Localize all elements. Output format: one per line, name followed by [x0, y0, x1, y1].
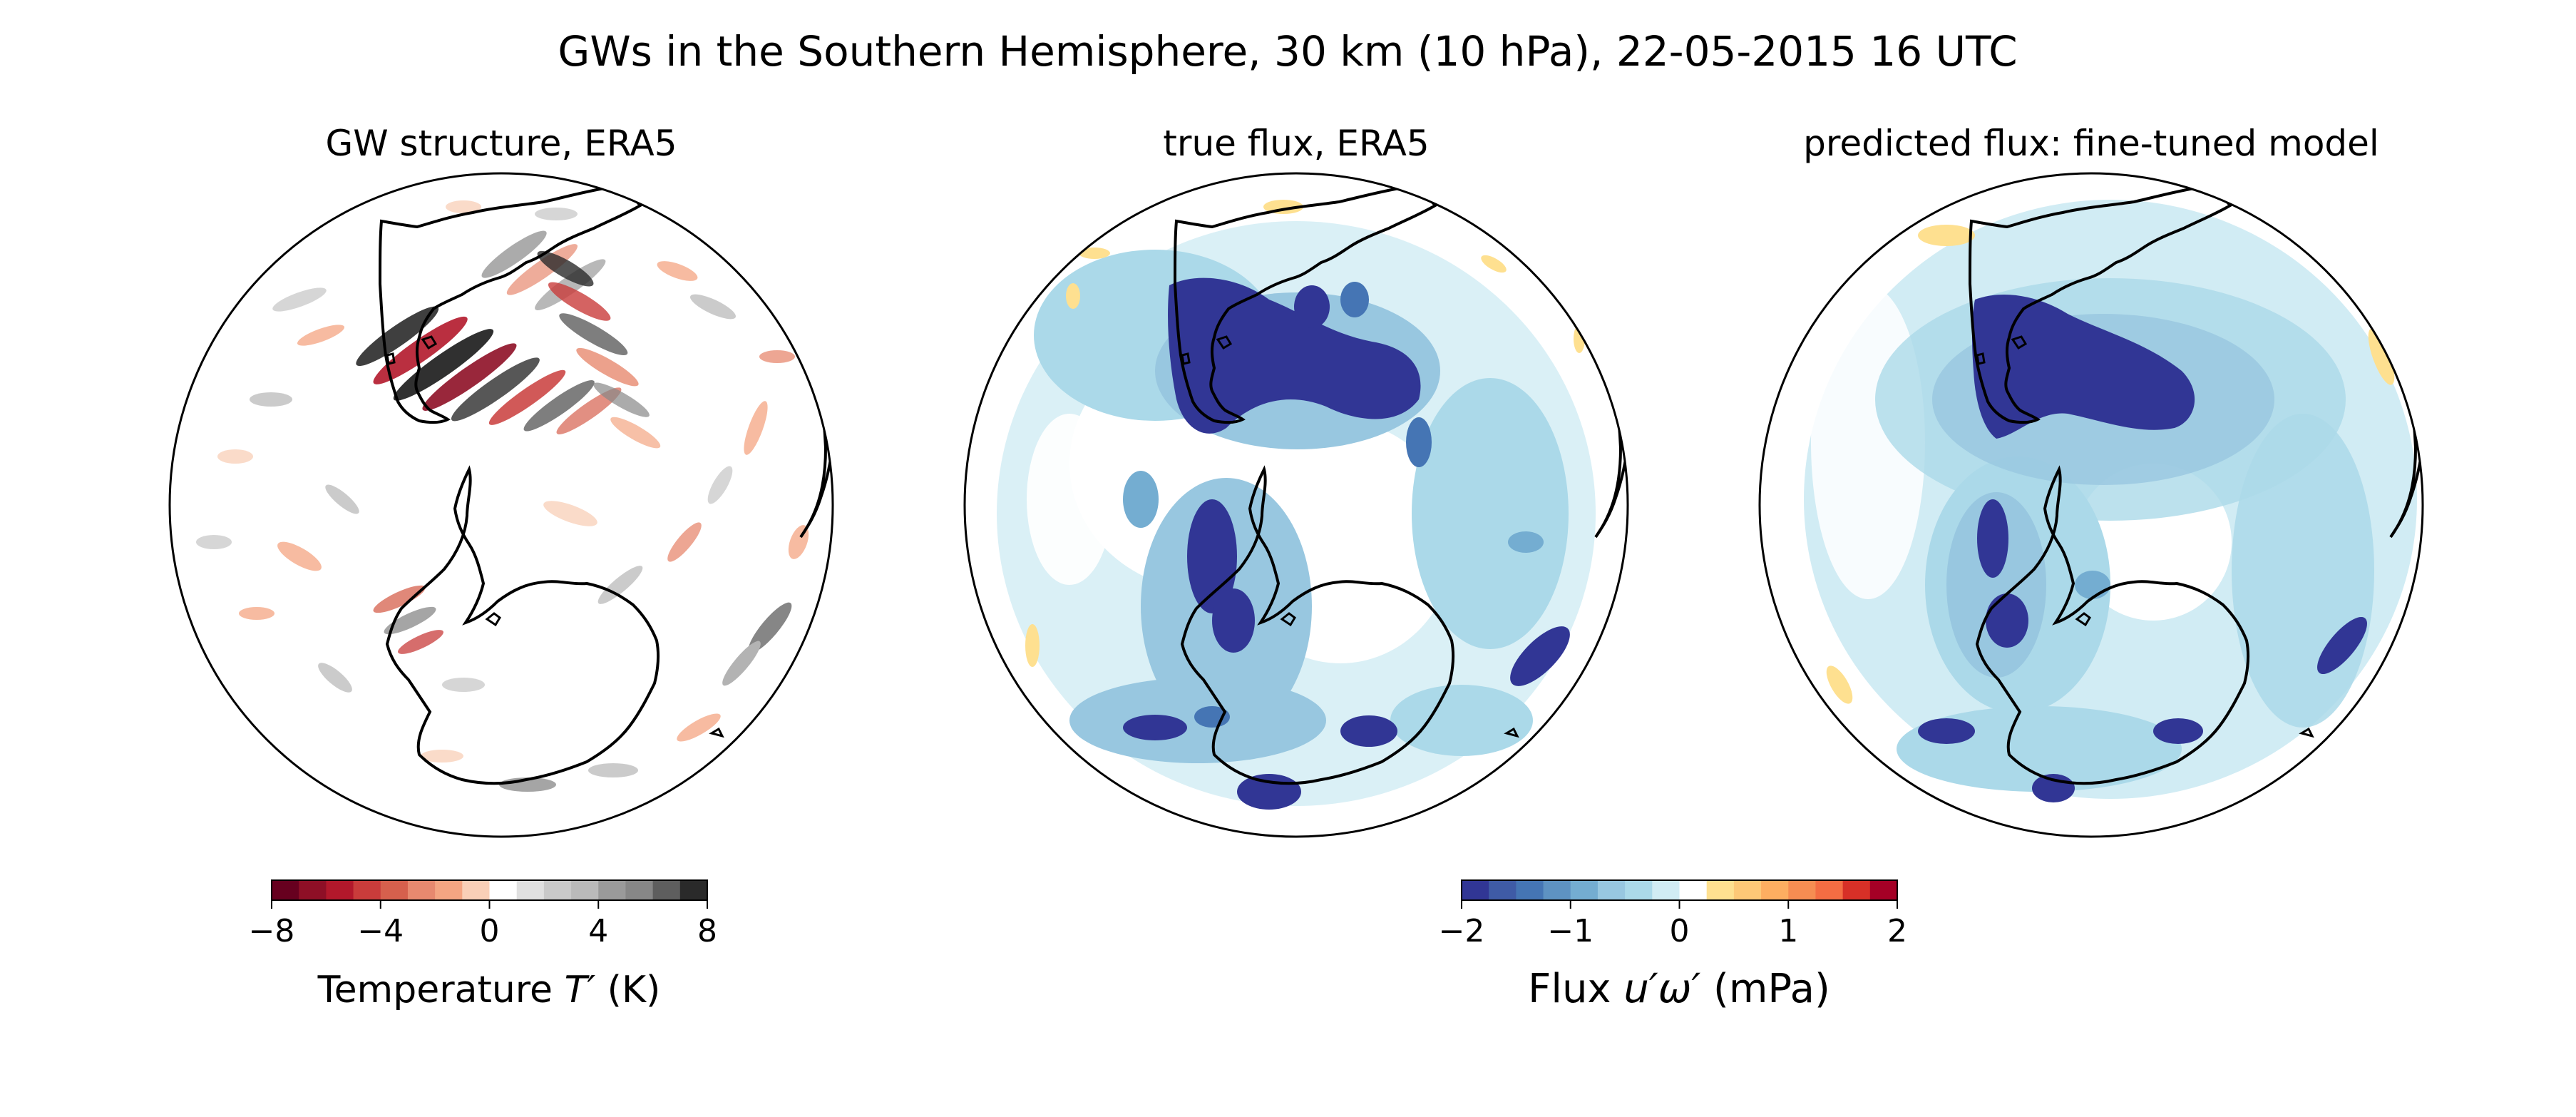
panel-title: GW structure, ERA5	[325, 123, 677, 164]
colorbar-swatch	[435, 880, 463, 900]
colorbar-swatch	[353, 880, 381, 900]
colorbar-flux: −2 −1 0 1 2 Flux u′ω′ (mPa)	[1439, 879, 1907, 1012]
colorbar-swatch	[1489, 880, 1517, 900]
colorbar-label: Temperature T′ (K)	[317, 969, 661, 1011]
panel-gw-structure: GW structure, ERA5	[168, 123, 834, 838]
colorbar-swatch	[1679, 880, 1708, 900]
colorbar-swatch	[1625, 880, 1653, 900]
panel-predicted-flux: predicted flux: fine-tuned model	[1758, 123, 2424, 838]
colorbar-tick-label: −4	[357, 913, 404, 949]
panel-title: true flux, ERA5	[1163, 123, 1429, 164]
colorbar-tick-label: 0	[480, 913, 500, 949]
colorbar-tick-label: −1	[1547, 913, 1594, 949]
colorbar-tick-label: 0	[1670, 913, 1690, 949]
colorbar-swatch	[380, 880, 409, 900]
colorbar-swatch	[326, 880, 354, 900]
colorbar-swatch	[1597, 880, 1626, 900]
colorbar-swatch	[1842, 880, 1871, 900]
colorbar-tick-label: −8	[249, 913, 295, 949]
colorbar-swatch	[1652, 880, 1680, 900]
panel-title: predicted flux: fine-tuned model	[1803, 123, 2379, 164]
colorbar-swatch	[272, 880, 299, 900]
colorbar-ticks: −8 −4 0 4 8	[249, 900, 717, 949]
colorbar-tick-label: 8	[697, 913, 717, 949]
colorbar-swatch	[516, 880, 545, 900]
temperature-field	[196, 186, 833, 806]
colorbar-ticks: −2 −1 0 1 2	[1439, 900, 1907, 949]
colorbar-swatch	[1706, 880, 1735, 900]
colorbar-swatch	[1733, 880, 1762, 900]
colorbar-swatch	[1869, 880, 1898, 900]
colorbar-tick-label: 2	[1887, 913, 1907, 949]
colorbar-tick-label: −2	[1439, 913, 1485, 949]
flux-field-predicted	[1804, 186, 2423, 806]
colorbar-swatch	[489, 880, 518, 900]
colorbar-temperature: −8 −4 0 4 8 Temperature T′ (K)	[249, 879, 717, 1011]
colorbar-swatch	[679, 880, 708, 900]
colorbar-swatches	[1462, 880, 1898, 900]
colorbar-swatch	[1543, 880, 1571, 900]
colorbar-swatch	[407, 880, 436, 900]
colorbar-swatch	[1788, 880, 1817, 900]
colorbar-swatch	[625, 880, 654, 900]
colorbar-swatch	[299, 880, 327, 900]
colorbar-swatch	[543, 880, 572, 900]
colorbar-swatch	[462, 880, 491, 900]
colorbar-tick-label: 1	[1778, 913, 1798, 949]
globe-outline	[1758, 172, 2424, 838]
colorbar-swatch	[571, 880, 599, 900]
colorbar-swatch	[1815, 880, 1844, 900]
colorbar-tick-label: 4	[588, 913, 608, 949]
figure-title: GWs in the Southern Hemisphere, 30 km (1…	[558, 27, 2017, 76]
colorbar-label: Flux u′ω′ (mPa)	[1528, 966, 1830, 1012]
panel-true-flux: true flux, ERA5	[963, 123, 1629, 838]
colorbar-swatch	[1570, 880, 1599, 900]
colorbar-swatch	[1516, 880, 1544, 900]
colorbar-swatches	[272, 880, 708, 900]
colorbar-swatch	[652, 880, 681, 900]
colorbar-swatch	[1761, 880, 1789, 900]
globe-outline	[963, 172, 1629, 838]
colorbar-swatch	[598, 880, 627, 900]
globe-outline	[168, 172, 834, 838]
colorbar-swatch	[1462, 880, 1489, 900]
flux-field-true	[997, 186, 1628, 810]
